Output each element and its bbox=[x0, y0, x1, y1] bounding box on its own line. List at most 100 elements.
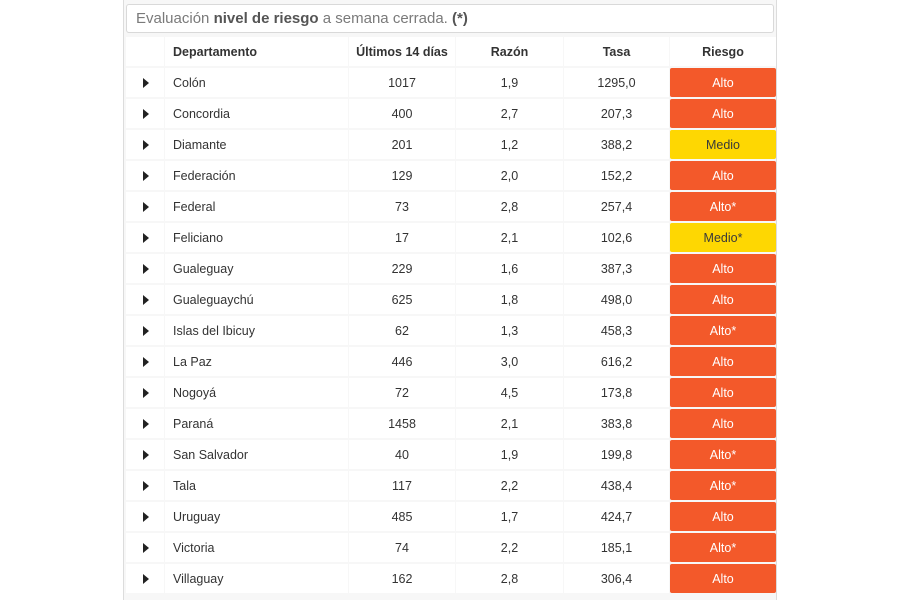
razon-cell: 2,0 bbox=[456, 161, 563, 190]
expand-row-button[interactable] bbox=[126, 440, 164, 469]
triangle-right-icon bbox=[143, 232, 149, 243]
departamento-cell: La Paz bbox=[165, 347, 348, 376]
risk-badge: Medio bbox=[670, 130, 776, 159]
razon-cell: 1,3 bbox=[456, 316, 563, 345]
tasa-cell: 616,2 bbox=[564, 347, 669, 376]
expand-row-button[interactable] bbox=[126, 68, 164, 97]
expand-row-button[interactable] bbox=[126, 533, 164, 562]
razon-cell: 1,6 bbox=[456, 254, 563, 283]
ultimos-14-dias-cell: 229 bbox=[349, 254, 455, 283]
expand-row-button[interactable] bbox=[126, 254, 164, 283]
table-row[interactable]: Federal 73 2,8 257,4 Alto* bbox=[126, 191, 776, 222]
triangle-right-icon bbox=[143, 201, 149, 212]
table-row[interactable]: Feliciano 17 2,1 102,6 Medio* bbox=[126, 222, 776, 253]
table-row[interactable]: Tala 117 2,2 438,4 Alto* bbox=[126, 470, 776, 501]
risk-badge: Alto* bbox=[670, 192, 776, 221]
expand-row-button[interactable] bbox=[126, 223, 164, 252]
expand-row-button[interactable] bbox=[126, 192, 164, 221]
table-row[interactable]: San Salvador 40 1,9 199,8 Alto* bbox=[126, 439, 776, 470]
expand-row-button[interactable] bbox=[126, 316, 164, 345]
header-tasa[interactable]: Tasa bbox=[564, 37, 669, 66]
expand-row-button[interactable] bbox=[126, 409, 164, 438]
table-row[interactable]: Federación 129 2,0 152,2 Alto bbox=[126, 160, 776, 191]
ultimos-14-dias-cell: 1458 bbox=[349, 409, 455, 438]
table-row[interactable]: Paraná 1458 2,1 383,8 Alto bbox=[126, 408, 776, 439]
departamento-cell: Federación bbox=[165, 161, 348, 190]
header-riesgo[interactable]: Riesgo bbox=[670, 37, 776, 66]
tasa-cell: 458,3 bbox=[564, 316, 669, 345]
triangle-right-icon bbox=[143, 480, 149, 491]
header-ultimos-14-dias[interactable]: Últimos 14 días bbox=[349, 37, 455, 66]
tasa-cell: 207,3 bbox=[564, 99, 669, 128]
tasa-cell: 185,1 bbox=[564, 533, 669, 562]
expand-row-button[interactable] bbox=[126, 130, 164, 159]
tasa-cell: 498,0 bbox=[564, 285, 669, 314]
table-row[interactable]: Concordia 400 2,7 207,3 Alto bbox=[126, 98, 776, 129]
risk-badge: Alto bbox=[670, 161, 776, 190]
header-departamento[interactable]: Departamento bbox=[165, 37, 348, 66]
risk-badge: Alto bbox=[670, 254, 776, 283]
header-expand-column bbox=[126, 37, 164, 66]
departamento-cell: Gualeguay bbox=[165, 254, 348, 283]
ultimos-14-dias-cell: 201 bbox=[349, 130, 455, 159]
tasa-cell: 383,8 bbox=[564, 409, 669, 438]
departamento-cell: Federal bbox=[165, 192, 348, 221]
table-row[interactable]: Villaguay 162 2,8 306,4 Alto bbox=[126, 563, 776, 594]
triangle-right-icon bbox=[143, 573, 149, 584]
table-row[interactable]: Nogoyá 72 4,5 173,8 Alto bbox=[126, 377, 776, 408]
risk-badge: Alto* bbox=[670, 533, 776, 562]
risk-panel: Evaluación nivel de riesgo a semana cerr… bbox=[123, 0, 777, 600]
tasa-cell: 424,7 bbox=[564, 502, 669, 531]
ultimos-14-dias-cell: 73 bbox=[349, 192, 455, 221]
ultimos-14-dias-cell: 17 bbox=[349, 223, 455, 252]
triangle-right-icon bbox=[143, 449, 149, 460]
expand-row-button[interactable] bbox=[126, 99, 164, 128]
razon-cell: 2,2 bbox=[456, 471, 563, 500]
table-row[interactable]: Gualeguaychú 625 1,8 498,0 Alto bbox=[126, 284, 776, 315]
departamento-cell: Paraná bbox=[165, 409, 348, 438]
triangle-right-icon bbox=[143, 108, 149, 119]
ultimos-14-dias-cell: 446 bbox=[349, 347, 455, 376]
expand-row-button[interactable] bbox=[126, 471, 164, 500]
departamento-cell: Villaguay bbox=[165, 564, 348, 593]
expand-row-button[interactable] bbox=[126, 502, 164, 531]
ultimos-14-dias-cell: 74 bbox=[349, 533, 455, 562]
table-row[interactable]: Uruguay 485 1,7 424,7 Alto bbox=[126, 501, 776, 532]
table-row[interactable]: La Paz 446 3,0 616,2 Alto bbox=[126, 346, 776, 377]
expand-row-button[interactable] bbox=[126, 564, 164, 593]
risk-badge: Alto bbox=[670, 347, 776, 376]
table-row[interactable]: Colón 1017 1,9 1295,0 Alto bbox=[126, 67, 776, 98]
table-row[interactable]: Islas del Ibicuy 62 1,3 458,3 Alto* bbox=[126, 315, 776, 346]
ultimos-14-dias-cell: 72 bbox=[349, 378, 455, 407]
risk-badge: Medio* bbox=[670, 223, 776, 252]
risk-badge: Alto bbox=[670, 502, 776, 531]
triangle-right-icon bbox=[143, 294, 149, 305]
expand-row-button[interactable] bbox=[126, 161, 164, 190]
razon-cell: 4,5 bbox=[456, 378, 563, 407]
departamento-cell: Uruguay bbox=[165, 502, 348, 531]
departamento-cell: Tala bbox=[165, 471, 348, 500]
departamento-cell: Gualeguaychú bbox=[165, 285, 348, 314]
title-bold: nivel de riesgo bbox=[213, 10, 319, 27]
ultimos-14-dias-cell: 1017 bbox=[349, 68, 455, 97]
departamento-cell: Feliciano bbox=[165, 223, 348, 252]
risk-badge: Alto* bbox=[670, 440, 776, 469]
departamento-cell: Victoria bbox=[165, 533, 348, 562]
expand-row-button[interactable] bbox=[126, 347, 164, 376]
razon-cell: 2,2 bbox=[456, 533, 563, 562]
ultimos-14-dias-cell: 400 bbox=[349, 99, 455, 128]
triangle-right-icon bbox=[143, 77, 149, 88]
table-row[interactable]: Victoria 74 2,2 185,1 Alto* bbox=[126, 532, 776, 563]
table-header: Departamento Últimos 14 días Razón Tasa … bbox=[126, 36, 776, 67]
razon-cell: 1,2 bbox=[456, 130, 563, 159]
tasa-cell: 173,8 bbox=[564, 378, 669, 407]
expand-row-button[interactable] bbox=[126, 378, 164, 407]
expand-row-button[interactable] bbox=[126, 285, 164, 314]
title-middle: a semana cerrada. bbox=[318, 10, 453, 27]
tasa-cell: 388,2 bbox=[564, 130, 669, 159]
table-row[interactable]: Gualeguay 229 1,6 387,3 Alto bbox=[126, 253, 776, 284]
triangle-right-icon bbox=[143, 542, 149, 553]
risk-badge: Alto bbox=[670, 378, 776, 407]
header-razon[interactable]: Razón bbox=[456, 37, 563, 66]
table-row[interactable]: Diamante 201 1,2 388,2 Medio bbox=[126, 129, 776, 160]
